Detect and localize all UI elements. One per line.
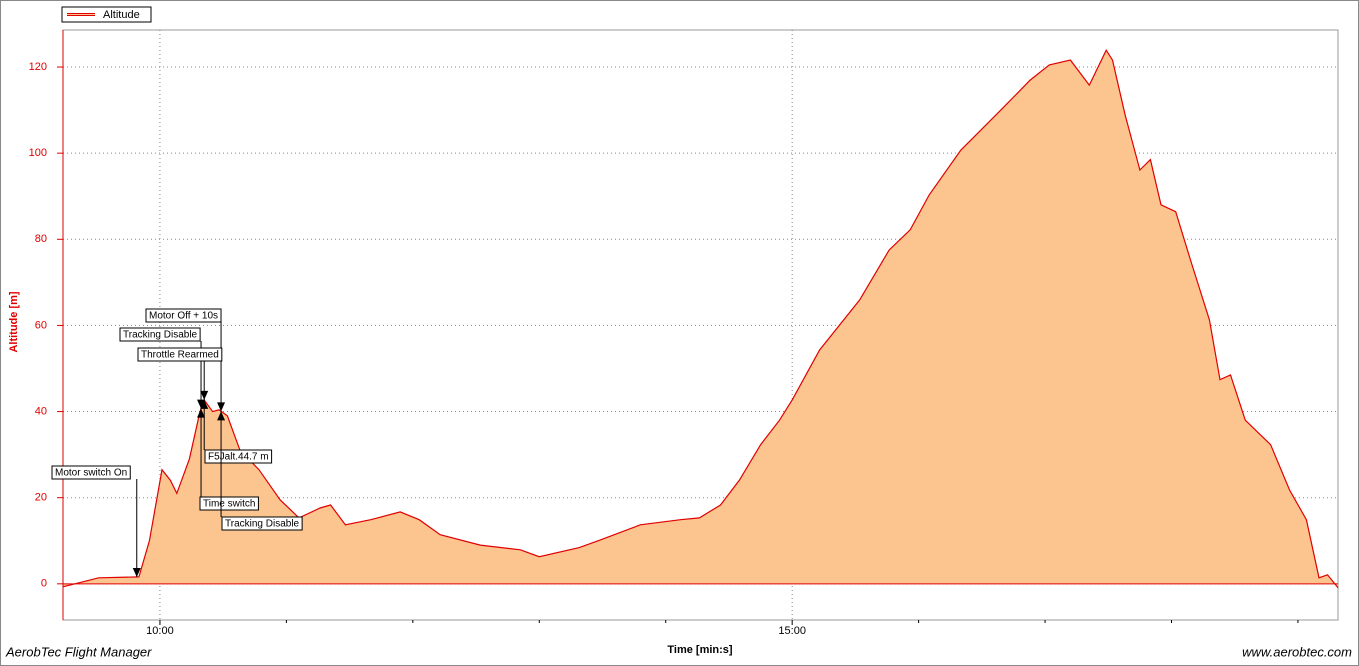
annotation-label: Tracking Disable — [225, 519, 300, 530]
annotation-label: Motor Off + 10s — [149, 311, 218, 322]
legend-label: Altitude — [103, 9, 140, 21]
area-line — [62, 48, 1339, 589]
x-tick-label: 15:00 — [778, 625, 806, 637]
y-tick-label: 60 — [35, 319, 47, 331]
annotation-box — [137, 347, 223, 362]
y-tick-label: 120 — [29, 61, 47, 73]
annotation-box — [199, 496, 259, 511]
annotation-box — [221, 516, 303, 531]
annotation-marker — [200, 390, 209, 400]
annotation-label: Time switch — [203, 499, 255, 510]
y-tick-label: 80 — [35, 233, 47, 245]
annotation-label: Throttle Rearmed — [141, 350, 219, 361]
annotation-box — [204, 449, 273, 464]
footer-right: www.aerobtec.com — [1242, 644, 1352, 659]
annotation-marker — [217, 411, 226, 421]
annotation-marker — [197, 399, 206, 409]
footer-left: AerobTec Flight Manager — [5, 644, 152, 659]
y-tick-label: 100 — [29, 147, 47, 159]
annotation-box — [145, 308, 222, 323]
area-fill — [63, 50, 1338, 588]
annotation-marker — [200, 399, 209, 409]
y-tick-label: 20 — [35, 492, 47, 504]
y-tick-label: 40 — [35, 405, 47, 417]
x-axis-label: Time [min:s] — [667, 644, 733, 656]
y-axis-label: Altitude [m] — [8, 291, 20, 352]
annotation-box — [51, 465, 131, 480]
annotation-label: F5Jalt.44.7 m — [208, 452, 269, 463]
annotation-marker — [132, 567, 141, 577]
annotation-marker — [217, 402, 226, 412]
x-tick-label: 10:00 — [146, 625, 174, 637]
y-tick-label: 0 — [41, 578, 47, 590]
annotation-box — [119, 327, 201, 342]
legend — [61, 6, 152, 23]
annotation-label: Motor switch On — [55, 468, 127, 479]
annotation-label: Tracking Disable — [123, 330, 198, 341]
annotation-marker — [197, 408, 206, 418]
